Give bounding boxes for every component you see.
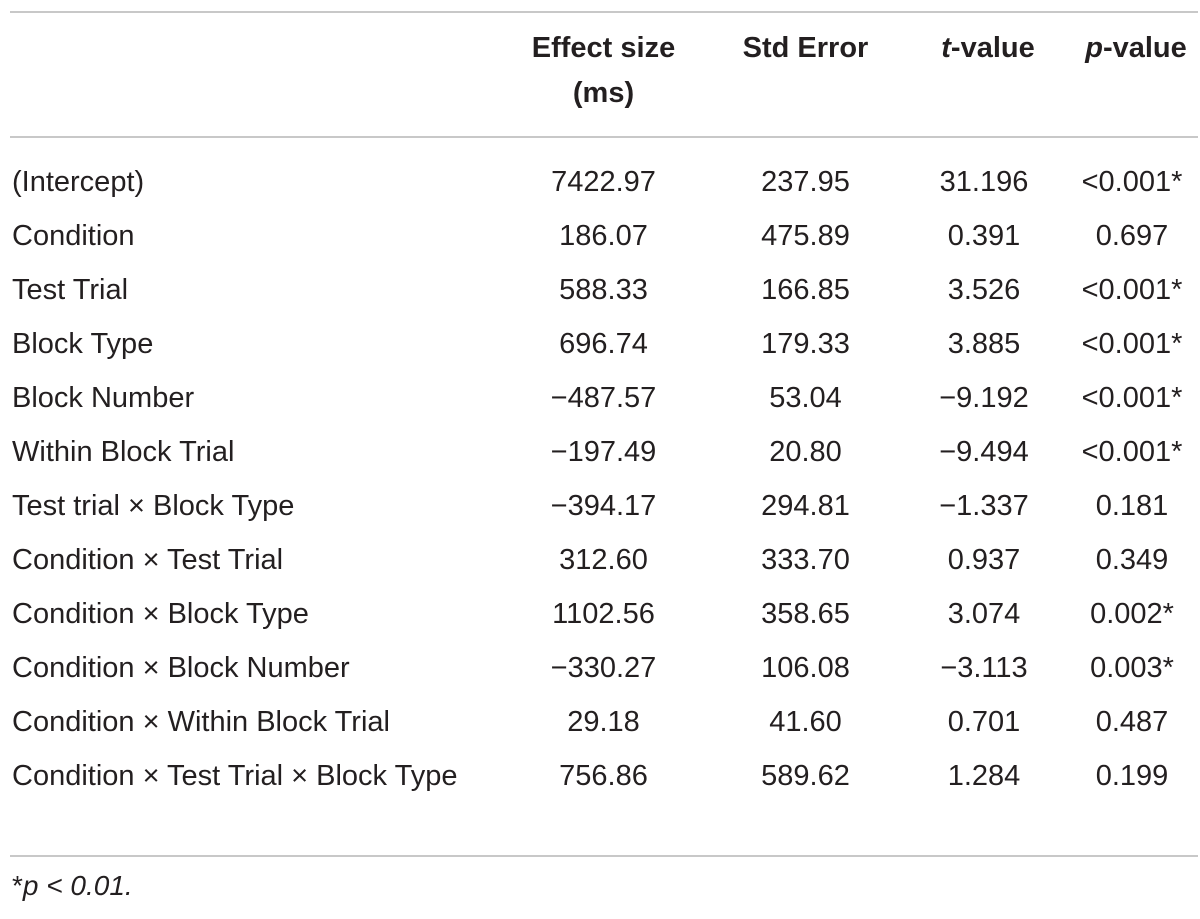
row-p-value: <0.001*	[1081, 166, 1183, 198]
row-p-value: 0.002*	[1090, 598, 1174, 630]
row-term: Block Type	[12, 328, 154, 360]
row-t-value: 0.937	[947, 544, 1021, 576]
row-p-value: <0.001*	[1081, 274, 1183, 306]
footnote-text: p < 0.01.	[22, 870, 133, 901]
row-term: Condition × Test Trial × Block Type	[12, 760, 458, 792]
row-std-error: 237.95	[761, 166, 850, 198]
table-row: Condition × Test Trial × Block Type 756.8…	[0, 754, 1200, 846]
header-rule	[10, 136, 1198, 138]
row-t-value: 31.196	[939, 166, 1029, 198]
footnote-marker: *	[12, 870, 23, 901]
row-std-error: 106.08	[761, 652, 850, 684]
row-t-value: −3.113	[940, 652, 1028, 684]
row-effect-size: −487.57	[550, 382, 657, 414]
row-effect-size: 588.33	[559, 274, 648, 306]
row-t-value: 1.284	[947, 760, 1021, 792]
header-std-error: Std Error	[742, 32, 869, 64]
top-rule	[10, 11, 1198, 13]
table-row: Condition × Block Type 1102.56 358.65 3.074…	[0, 592, 1200, 646]
header-row: Effect size (ms) Std Error t-value p-val…	[0, 26, 1200, 138]
header-p-value: p-value	[1064, 26, 1200, 138]
row-std-error: 333.70	[761, 544, 850, 576]
header-t-value: t-value	[904, 26, 1064, 138]
row-p-value: <0.001*	[1081, 382, 1183, 414]
row-effect-size: 696.74	[559, 328, 648, 360]
row-term: Within Block Trial	[12, 436, 235, 468]
row-effect-size: 1102.56	[552, 598, 655, 630]
row-t-value: 0.701	[947, 706, 1021, 738]
row-p-value: 0.487	[1095, 706, 1169, 738]
row-t-value: −9.192	[939, 382, 1029, 414]
table-row: Within Block Trial −197.49 20.80 −9.494 <0.0…	[0, 430, 1200, 484]
row-p-value: 0.003*	[1090, 652, 1174, 684]
header-p-italic: p	[1085, 32, 1103, 64]
table-row: (Intercept) 7422.97 237.95 31.196 <0.001*	[0, 138, 1200, 214]
row-effect-size: 186.07	[559, 220, 648, 252]
row-std-error: 41.60	[769, 706, 842, 738]
row-term: (Intercept)	[12, 166, 145, 198]
row-term: Test trial × Block Type	[12, 490, 295, 522]
table-row: Block Type 696.74 179.33 3.885 <0.001*	[0, 322, 1200, 376]
row-term: Condition × Block Number	[12, 652, 350, 684]
row-t-value: 3.074	[947, 598, 1021, 630]
header-term	[0, 26, 500, 138]
table-row: Block Number −487.57 53.04 −9.192 <0.001*	[0, 376, 1200, 430]
row-std-error: 358.65	[761, 598, 850, 630]
row-t-value: −9.494	[939, 436, 1029, 468]
footnote: *p < 0.01.	[12, 866, 133, 906]
row-p-value: <0.001*	[1081, 328, 1183, 360]
table-row: Condition × Within Block Trial 29.18 41.60…	[0, 700, 1200, 754]
row-term: Condition × Block Type	[12, 598, 309, 630]
row-p-value: 0.349	[1095, 544, 1169, 576]
row-p-value: 0.697	[1095, 220, 1169, 252]
row-term: Condition × Within Block Trial	[12, 706, 390, 738]
row-std-error: 475.89	[761, 220, 850, 252]
row-std-error: 20.80	[769, 436, 842, 468]
row-effect-size: −394.17	[550, 490, 657, 522]
row-std-error: 589.62	[761, 760, 850, 792]
table-row: Condition × Block Number −330.27 106.08 −3.…	[0, 646, 1200, 700]
row-p-value: <0.001*	[1081, 436, 1183, 468]
table-row: Test trial × Block Type −394.17 294.81 −1.3…	[0, 484, 1200, 538]
bottom-rule	[10, 855, 1198, 857]
row-std-error: 166.85	[761, 274, 850, 306]
row-p-value: 0.199	[1095, 760, 1169, 792]
row-effect-size: 29.18	[567, 706, 640, 738]
regression-table: Effect size (ms) Std Error t-value p-val…	[0, 26, 1200, 846]
row-effect-size: 312.60	[559, 544, 648, 576]
row-t-value: 0.391	[947, 220, 1021, 252]
row-term: Test Trial	[12, 274, 129, 306]
row-effect-size: −197.49	[550, 436, 657, 468]
table-row: Condition × Test Trial 312.60 333.70 0.937 0…	[0, 538, 1200, 592]
row-effect-size: −330.27	[550, 652, 657, 684]
row-std-error: 179.33	[761, 328, 850, 360]
header-effect-size: Effect size (ms)	[531, 32, 676, 109]
row-term: Condition × Test Trial	[12, 544, 284, 576]
row-t-value: 3.885	[947, 328, 1021, 360]
row-effect-size: 756.86	[559, 760, 648, 792]
table-row: Test Trial 588.33 166.85 3.526 <0.001*	[0, 268, 1200, 322]
header-t-rest: -value	[950, 32, 1035, 64]
header-t-italic: t	[941, 32, 951, 64]
row-term: Condition	[12, 220, 135, 252]
row-term: Block Number	[12, 382, 195, 414]
row-t-value: 3.526	[947, 274, 1021, 306]
row-std-error: 294.81	[761, 490, 850, 522]
row-t-value: −1.337	[939, 490, 1029, 522]
header-p-rest: -value	[1102, 32, 1187, 64]
row-p-value: 0.181	[1095, 490, 1169, 522]
table-row: Condition 186.07 475.89 0.391 0.697	[0, 214, 1200, 268]
row-std-error: 53.04	[769, 382, 842, 414]
row-effect-size: 7422.97	[551, 166, 656, 198]
